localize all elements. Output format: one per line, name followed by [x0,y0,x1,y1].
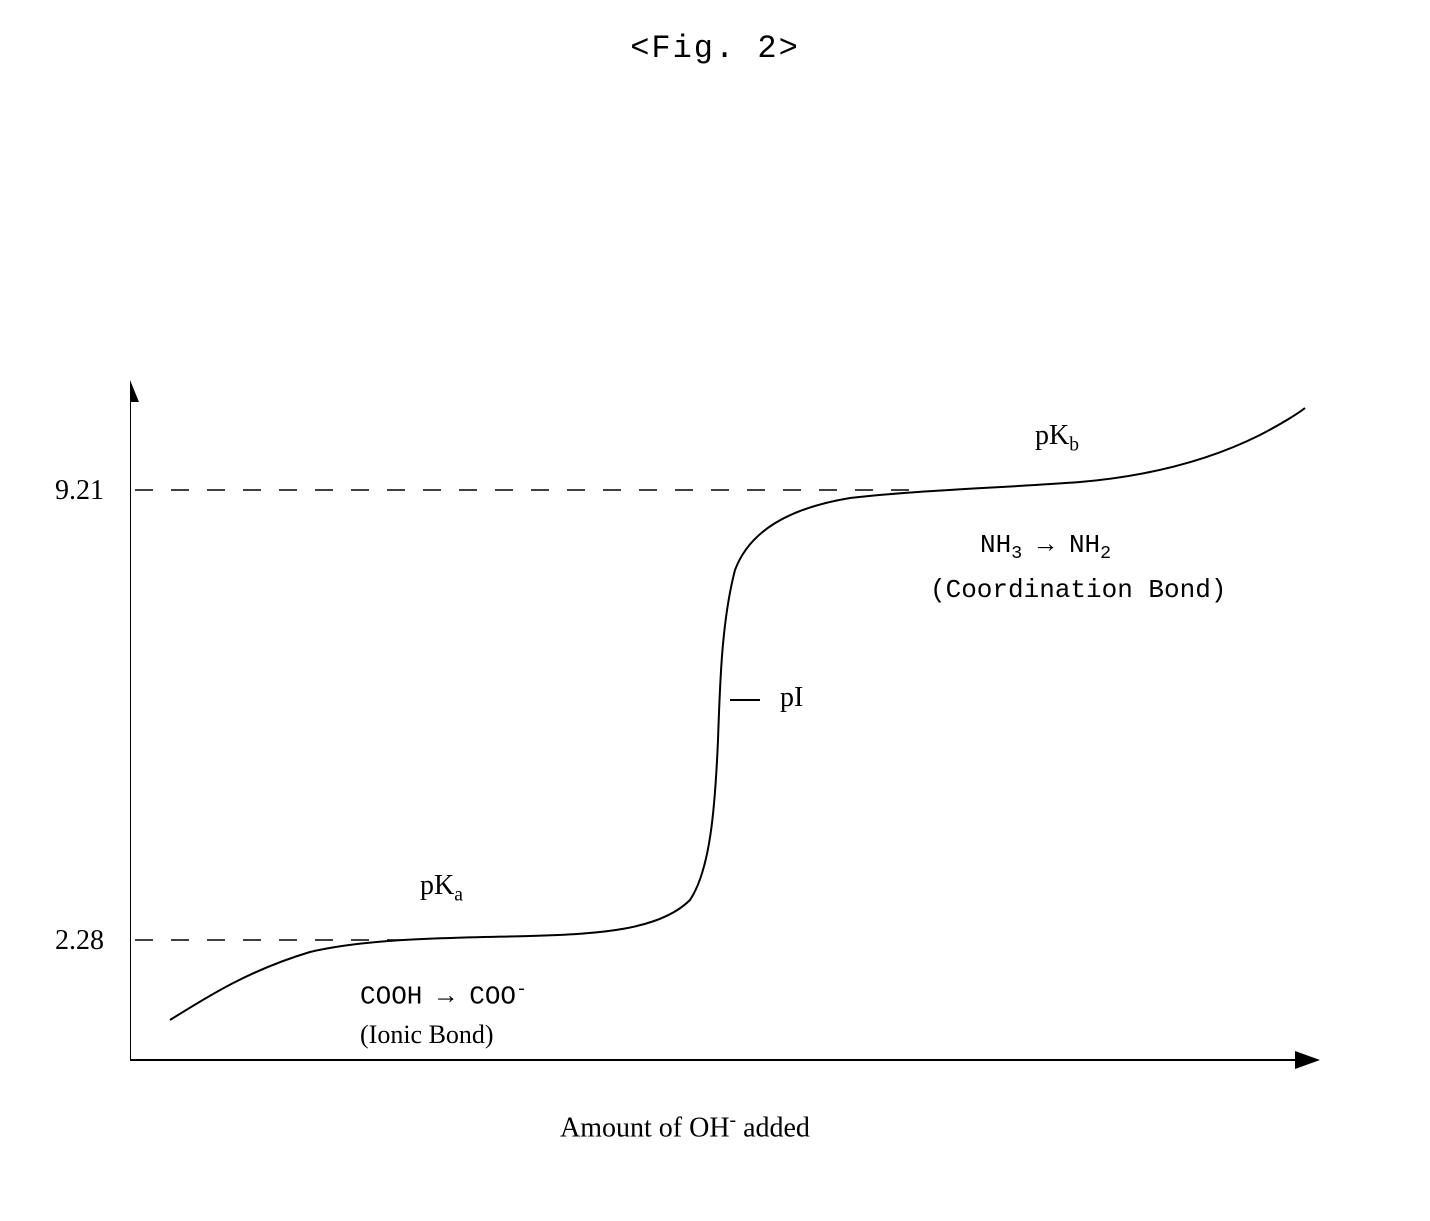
nh3-reaction: NH3 → NH2 [980,530,1111,564]
titration-chart: 9.21 2.28 pKb pKa pI NH3 → NH2 (Coordina… [130,380,1330,1080]
pkb-label: pKb [1035,420,1079,457]
x-axis-arrow [1295,1051,1320,1069]
y-tick-label-921: 9.21 [55,475,104,507]
chart-svg [130,380,1330,1080]
x-axis-label: Amount of OH- added [560,1110,810,1144]
titration-curve [170,408,1305,1020]
pi-label: pI [780,682,803,714]
cooh-bond-type: (Ionic Bond) [360,1020,494,1050]
cooh-reaction: COOH → COO- [360,980,527,1012]
pka-label: pKa [420,870,463,907]
y-axis-arrow [130,380,139,402]
figure-title: <Fig. 2> [630,30,800,67]
y-tick-label-228: 2.28 [55,925,104,957]
nh3-bond-type: (Coordination Bond) [930,575,1226,605]
